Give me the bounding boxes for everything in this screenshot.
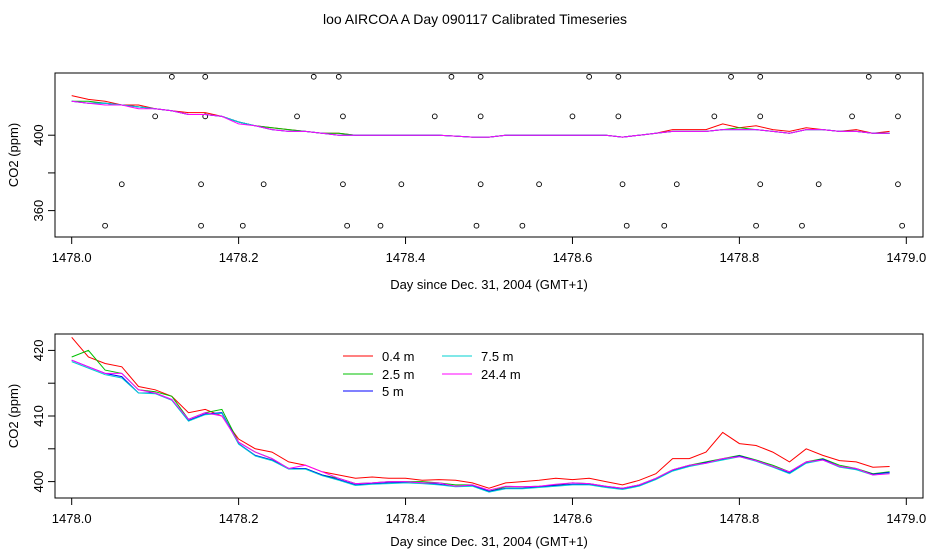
series-line-0-4-m (71, 336, 890, 489)
top-x-axis: 1478.0 1478.2 1478.4 1478.6 1478.8 1479.0 (52, 236, 926, 265)
data-point-marker (377, 222, 384, 229)
data-point-marker (431, 113, 438, 120)
top-y-axis: 360 400 (31, 124, 56, 222)
y-tick-label: 400 (31, 124, 46, 146)
legend-label: 2.5 m (382, 367, 415, 382)
x-tick-label: 1478.8 (720, 511, 760, 526)
data-point-marker (310, 73, 317, 80)
data-point-marker (619, 181, 626, 188)
data-point-marker (340, 181, 346, 188)
x-tick-label: 1478.4 (386, 250, 426, 265)
data-point-marker (615, 113, 622, 120)
data-point-marker (895, 73, 901, 80)
bottom-panel: 400 410 420 1478.0 1478.2 1478.4 1478.6 1478.8… (6, 333, 926, 549)
data-point-marker (294, 113, 300, 120)
data-point-marker (865, 73, 872, 80)
x-tick-label: 1478.6 (553, 511, 593, 526)
top-x-axis-label: Day since Dec. 31, 2004 (GMT+1) (390, 277, 588, 292)
data-point-marker (168, 73, 175, 80)
data-point-marker (711, 113, 718, 120)
y-tick-label: 410 (31, 405, 46, 427)
data-point-marker (202, 113, 209, 120)
bottom-series-lines (71, 336, 890, 493)
top-y-axis-label: CO2 (ppm) (6, 123, 21, 187)
data-point-marker (344, 222, 350, 229)
data-point-marker (849, 113, 855, 120)
data-point-marker (477, 73, 484, 80)
data-point-marker (661, 222, 668, 229)
data-point-marker (260, 181, 267, 188)
legend-label: 7.5 m (481, 349, 514, 364)
data-point-marker (757, 181, 764, 188)
data-point-marker (477, 113, 484, 120)
y-tick-label: 420 (31, 340, 46, 362)
data-point-marker (757, 73, 764, 80)
data-point-marker (623, 222, 630, 229)
data-point-marker (198, 181, 204, 188)
y-tick-label: 360 (31, 200, 46, 222)
data-point-marker (586, 73, 593, 80)
x-tick-label: 1478.2 (219, 511, 259, 526)
data-point-marker (477, 181, 484, 188)
data-point-marker (152, 113, 159, 120)
data-point-marker (340, 113, 346, 120)
x-tick-label: 1478.2 (219, 250, 259, 265)
data-point-marker (536, 181, 542, 188)
data-point-marker (799, 222, 805, 229)
bottom-x-axis-label: Day since Dec. 31, 2004 (GMT+1) (390, 534, 588, 549)
y-tick-label: 400 (31, 471, 46, 493)
data-point-marker (757, 113, 764, 120)
bottom-y-axis: 400 410 420 (31, 340, 56, 493)
data-point-marker (899, 222, 905, 229)
data-point-marker (335, 73, 342, 80)
x-tick-label: 1479.0 (886, 250, 926, 265)
data-point-marker (448, 73, 455, 80)
chart-title: loo AIRCOA A Day 090117 Calibrated Times… (322, 11, 627, 27)
top-plot-frame (54, 72, 924, 238)
x-tick-label: 1478.6 (553, 250, 593, 265)
x-tick-label: 1478.0 (52, 511, 92, 526)
data-point-marker (728, 73, 734, 80)
data-point-marker (198, 222, 204, 229)
data-point-marker (102, 222, 108, 229)
data-point-marker (895, 113, 901, 120)
data-point-marker (895, 181, 901, 188)
data-point-marker (398, 181, 405, 188)
x-tick-label: 1478.0 (52, 250, 92, 265)
data-point-marker (673, 181, 680, 188)
x-tick-label: 1478.4 (386, 511, 426, 526)
legend-label: 24.4 m (481, 367, 521, 382)
data-point-marker (753, 222, 759, 229)
data-point-marker (202, 73, 209, 80)
data-point-marker (519, 222, 526, 229)
data-point-marker (473, 222, 480, 229)
data-point-marker (239, 222, 246, 229)
series-line-co2 (71, 100, 890, 138)
legend-label: 0.4 m (382, 349, 415, 364)
series-line-24-4-m (71, 359, 890, 491)
legend-label: 5 m (382, 384, 404, 399)
data-point-marker (118, 181, 125, 188)
bottom-x-axis: 1478.0 1478.2 1478.4 1478.6 1478.8 1479.0 (52, 497, 926, 526)
data-point-marker (569, 113, 576, 120)
bottom-y-axis-label: CO2 (ppm) (6, 384, 21, 448)
top-series-lines (71, 95, 890, 138)
x-tick-label: 1479.0 (886, 511, 926, 526)
legend: 0.4 m 2.5 m 5 m 7.5 m 24.4 m (343, 349, 521, 399)
data-point-marker (815, 181, 822, 188)
top-point-markers (102, 73, 905, 229)
x-tick-label: 1478.8 (720, 250, 760, 265)
series-line-7-5-m (71, 361, 890, 493)
data-point-marker (615, 73, 622, 80)
